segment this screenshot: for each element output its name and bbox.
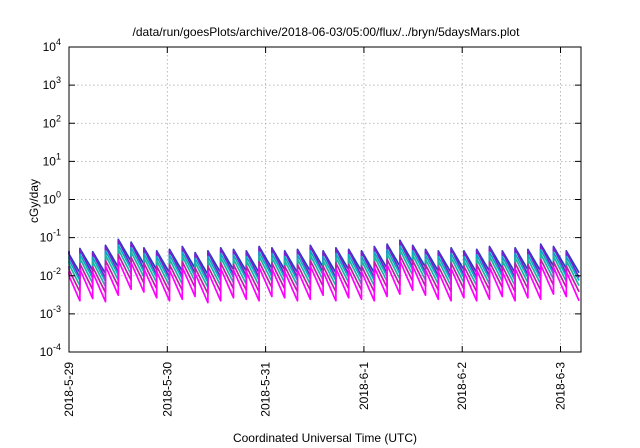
y-tick-label: 103 (43, 75, 61, 92)
series-group (68, 238, 580, 304)
x-tick-label: 2018-5-31 (259, 362, 273, 417)
series-line-6 (68, 259, 580, 304)
x-tick-label: 2018-6-3 (554, 362, 568, 410)
grid (68, 47, 581, 352)
y-tick-label: 104 (43, 37, 61, 54)
y-tick-label: 101 (43, 151, 61, 168)
x-axis-label: Coordinated Universal Time (UTC) (233, 431, 417, 445)
y-axis-label: cGy/day (27, 179, 41, 223)
y-tick-label: 102 (43, 113, 61, 130)
x-tick-label: 2018-5-30 (160, 362, 174, 417)
y-tick-label: 10-4 (40, 342, 61, 359)
x-tick-label: 2018-6-1 (357, 362, 371, 410)
y-tick-label: 10-3 (40, 304, 61, 321)
y-tick-label: 100 (43, 190, 61, 207)
y-tick-label: 10-1 (40, 228, 61, 245)
tick-labels: 10-4 10-3 10-2 10-1 100 101 102 103 104 2018-5-29… (40, 37, 581, 417)
y-tick-label: 10-2 (40, 266, 61, 283)
x-tick-label: 2018-5-29 (62, 362, 76, 417)
x-tick-label: 2018-6-2 (455, 362, 469, 410)
chart-title: /data/run/goesPlots/archive/2018-06-03/0… (133, 25, 521, 39)
